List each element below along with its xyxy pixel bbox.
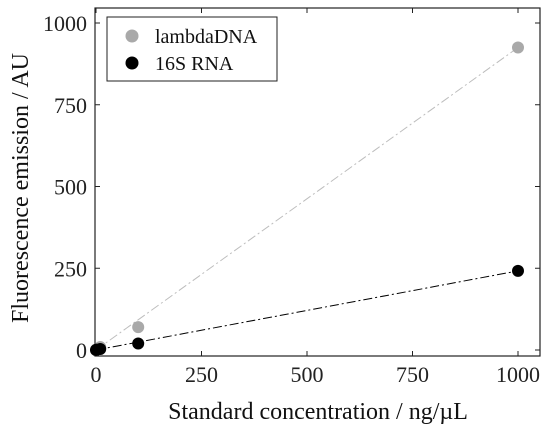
legend-marker [125, 29, 139, 43]
data-point-16s-rna [512, 264, 524, 277]
plot-frame [94, 7, 541, 357]
y-tick-label: 750 [54, 93, 87, 118]
x-tick-label: 500 [291, 362, 324, 387]
fit-line-16s-rna [95, 270, 519, 351]
y-tick-label: 1000 [43, 11, 87, 36]
y-tick-label: 250 [54, 256, 87, 281]
legend-marker [125, 56, 139, 70]
x-tick-label: 750 [396, 362, 429, 387]
plot-area: 0 250 500 750 1000 0 250 500 750 1000 [43, 7, 541, 387]
x-tick-label: 0 [91, 362, 102, 387]
data-point-16s-rna [132, 337, 145, 350]
x-tick-label: 1000 [496, 362, 540, 387]
legend-label: 16S RNA [155, 53, 234, 75]
data-point-16s-rna [94, 343, 107, 356]
data-point-lambdadna [132, 321, 145, 334]
legend: lambdaDNA 16S RNA [106, 16, 278, 82]
data-point-lambdadna [512, 41, 524, 54]
legend-label: lambdaDNA [155, 26, 258, 48]
y-tick-label: 500 [54, 175, 87, 200]
y-axis-label: Fluorescence emission / AU [8, 53, 34, 323]
y-tick-label: 0 [76, 338, 87, 363]
x-tick-label: 250 [185, 362, 218, 387]
fit-line-lambdadna [95, 47, 519, 351]
legend-box [106, 16, 278, 82]
x-axis-label: Standard concentration / ng/µL [168, 399, 468, 425]
